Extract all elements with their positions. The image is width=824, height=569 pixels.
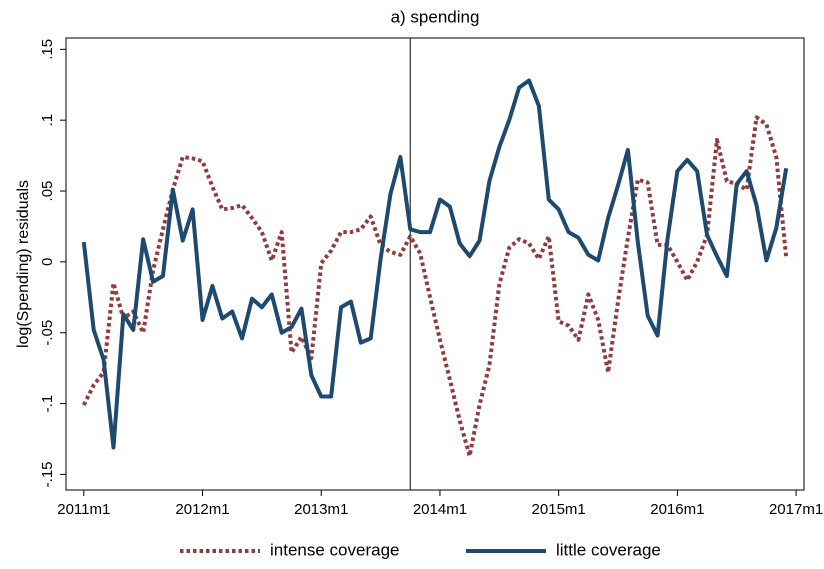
- x-tick-label: 2013m1: [294, 501, 348, 518]
- y-tick-label: .1: [39, 114, 56, 127]
- x-tick-label: 2011m1: [57, 501, 110, 518]
- plot-frame: [65, 37, 805, 491]
- x-tick-label: 2015m1: [532, 501, 586, 518]
- y-tick-label: -.05: [39, 320, 56, 346]
- y-tick-label: .05: [39, 181, 56, 202]
- y-tick-label: -.15: [39, 461, 56, 487]
- x-tick-label: 2014m1: [413, 501, 467, 518]
- y-tick-label: 0: [39, 258, 56, 266]
- data-line: [82, 115, 789, 458]
- x-tick-label: 2016m1: [650, 501, 704, 518]
- data-line: [81, 78, 789, 450]
- x-tick-label: 2017m1: [769, 501, 823, 518]
- y-tick-label: -.1: [39, 395, 56, 413]
- legend-label: intense coverage: [270, 540, 399, 559]
- chart-title: a) spending: [391, 7, 480, 26]
- legend-label: little coverage: [556, 540, 661, 559]
- x-tick-label: 2012m1: [175, 501, 229, 518]
- y-axis-title: log(Spending) residuals: [15, 180, 32, 348]
- y-tick-label: .15: [39, 39, 56, 60]
